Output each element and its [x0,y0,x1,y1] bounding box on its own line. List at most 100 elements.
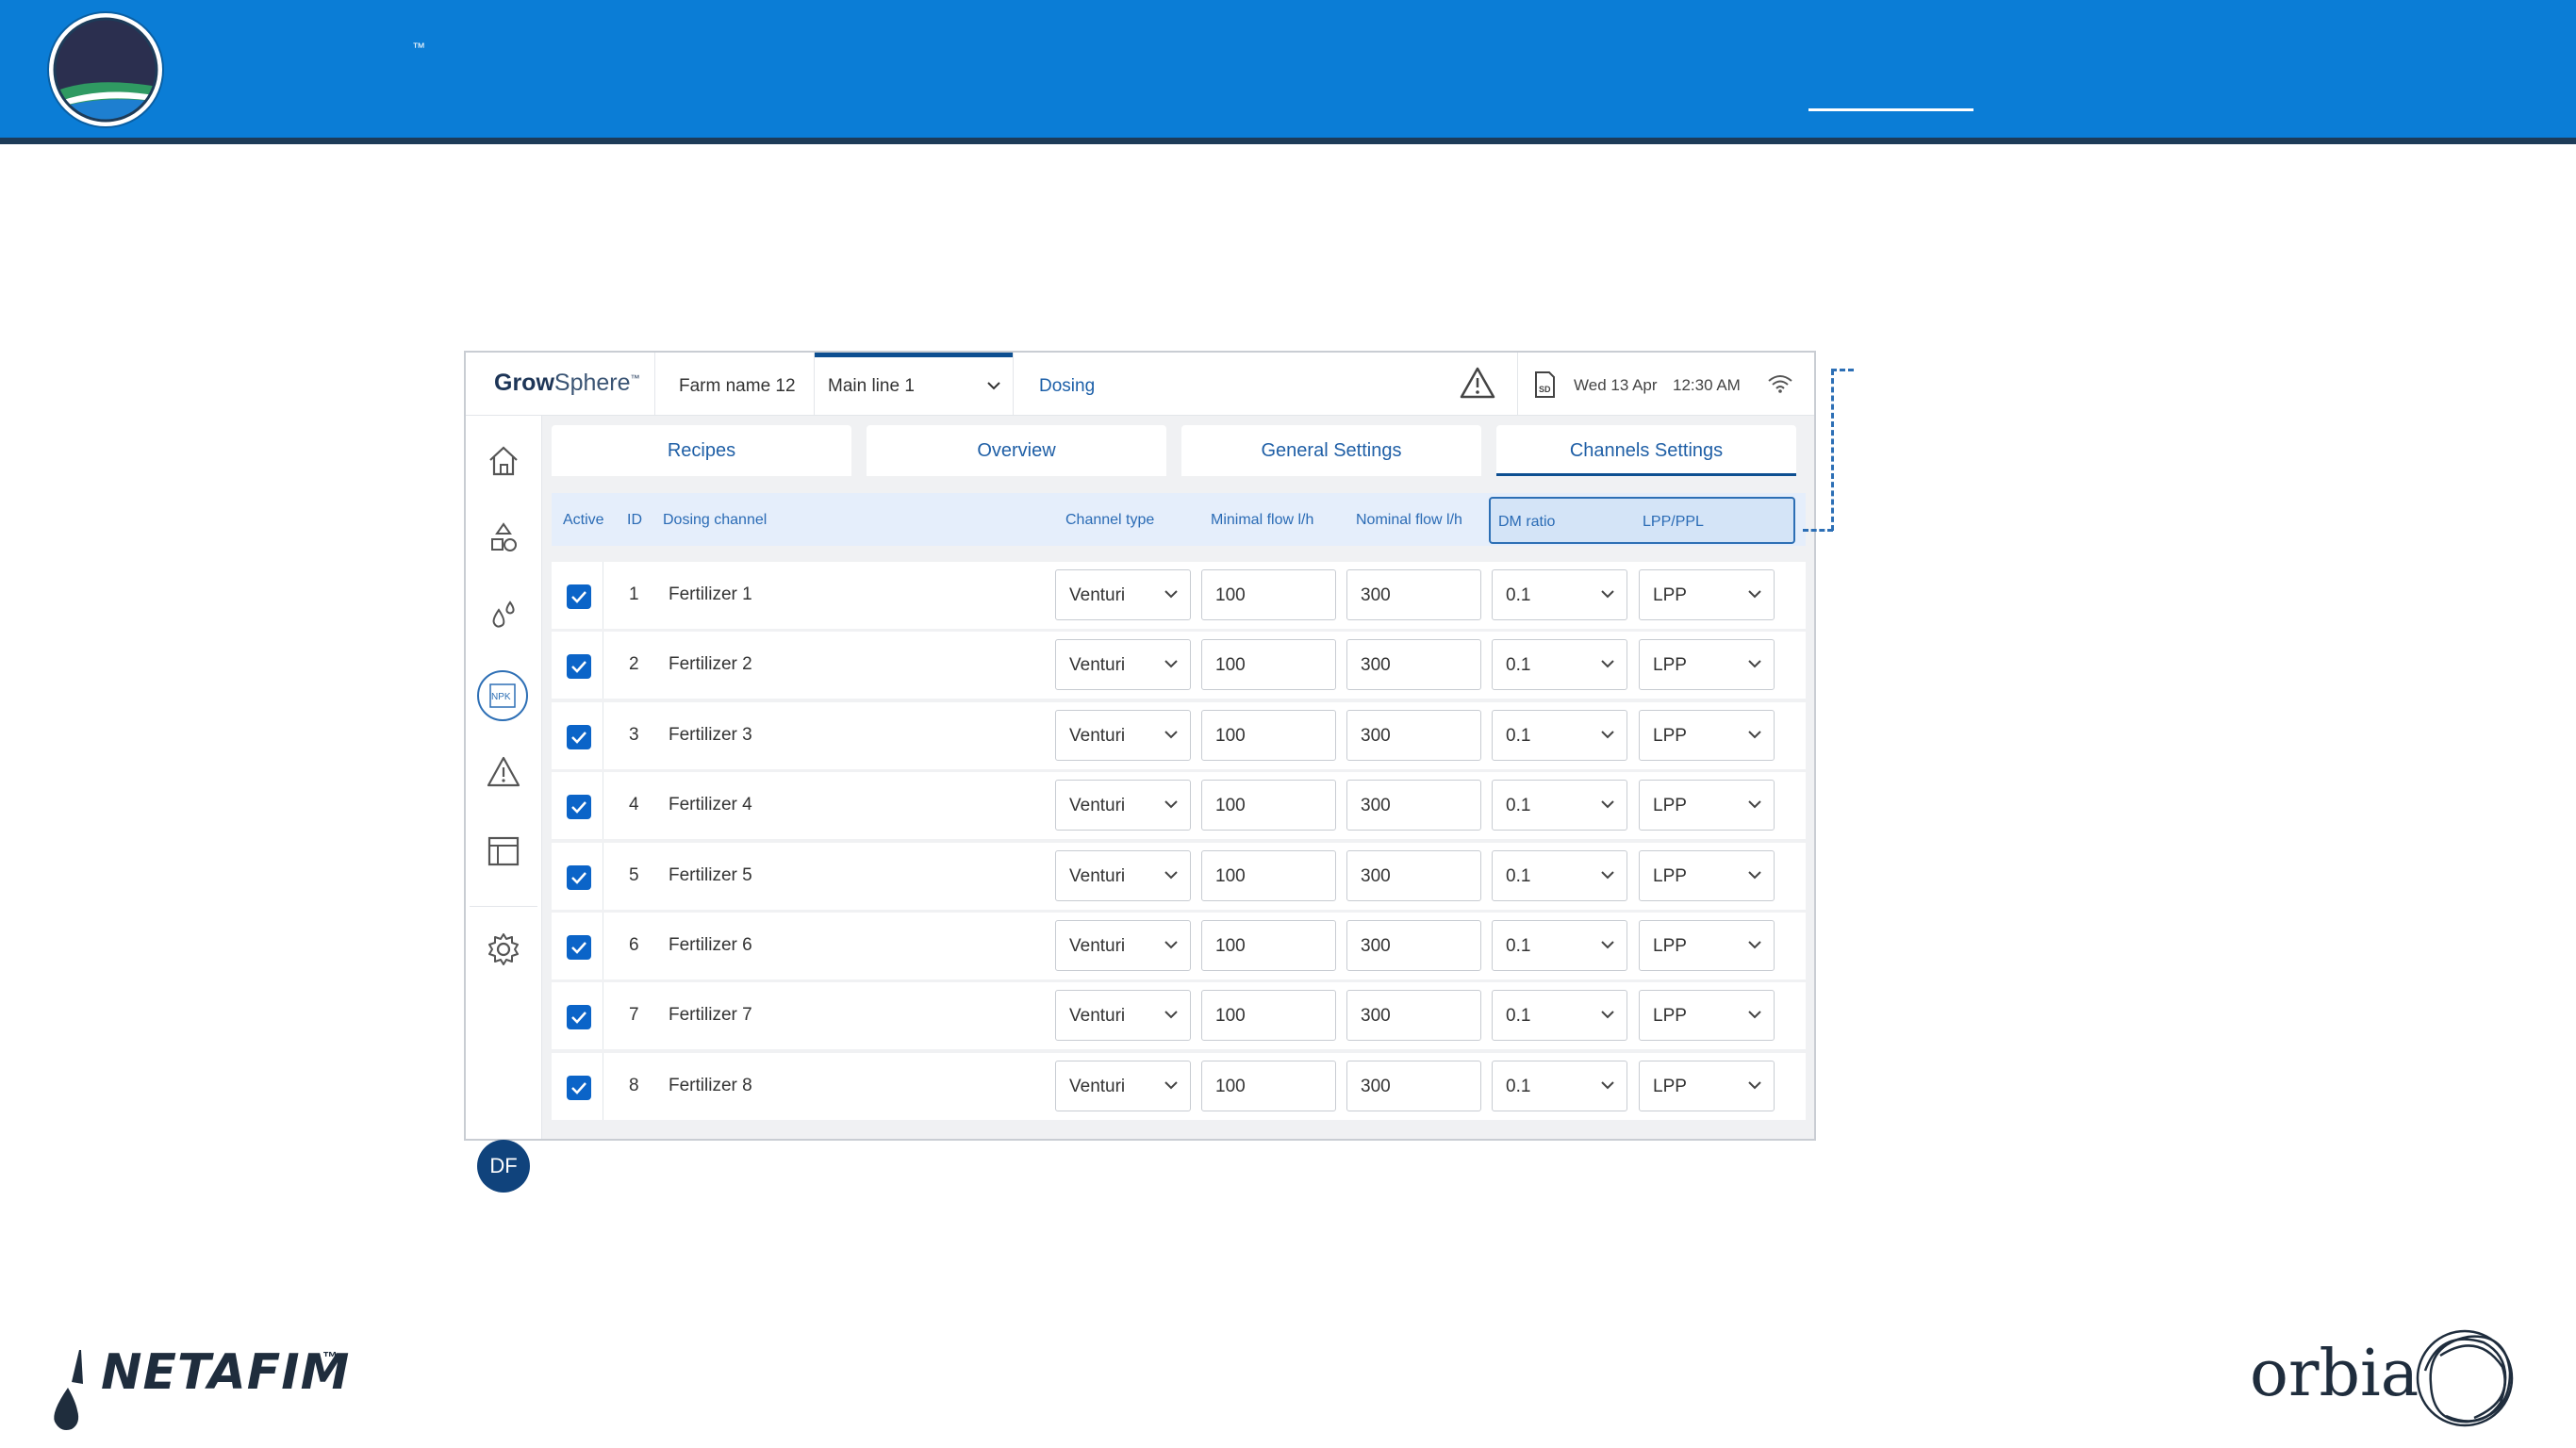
dm-ratio-select[interactable]: 0.1 [1492,850,1627,901]
table-row: 1 Fertilizer 1 Venturi 100 300 0.1 LPP [552,562,1806,629]
channel-type-value: Venturi [1069,1006,1126,1026]
minimal-flow-input[interactable]: 100 [1201,639,1336,690]
dm-ratio-select[interactable]: 0.1 [1492,569,1627,620]
alarm-warning-icon[interactable] [485,753,522,791]
lpp-ppl-select[interactable]: LPP [1639,1061,1775,1111]
channel-type-select[interactable]: Venturi [1055,569,1191,620]
active-checkbox[interactable] [567,725,591,749]
nominal-flow-input[interactable]: 300 [1346,639,1481,690]
drops-icon[interactable] [485,597,522,634]
home-icon[interactable] [485,442,522,480]
minimal-flow-value: 100 [1215,1077,1246,1096]
avatar[interactable]: DF [477,1140,530,1193]
dm-ratio-select[interactable]: 0.1 [1492,920,1627,971]
chevron-down-icon [1164,941,1178,949]
minimal-flow-value: 100 [1215,655,1246,675]
nominal-flow-value: 300 [1361,655,1391,675]
svg-text:NPK: NPK [491,692,511,702]
channel-type-select[interactable]: Venturi [1055,710,1191,761]
active-checkbox[interactable] [567,1076,591,1100]
chevron-down-icon [1748,1081,1761,1090]
channel-type-value: Venturi [1069,1077,1126,1096]
header-minimal-flow: Minimal flow l/h [1211,512,1314,528]
minimal-flow-input[interactable]: 100 [1201,990,1336,1041]
gear-icon[interactable] [485,930,522,968]
chevron-down-icon [1164,731,1178,739]
check-icon [571,661,586,673]
active-checkbox[interactable] [567,584,591,609]
tab-channels-settings[interactable]: Channels Settings [1496,425,1796,476]
nominal-flow-input[interactable]: 300 [1346,780,1481,831]
dm-ratio-select[interactable]: 0.1 [1492,710,1627,761]
minimal-flow-input[interactable]: 100 [1201,780,1336,831]
sidebar-divider [470,906,537,907]
channel-type-select[interactable]: Venturi [1055,639,1191,690]
lpp-ppl-select[interactable]: LPP [1639,990,1775,1041]
channel-type-select[interactable]: Venturi [1055,850,1191,901]
callout-line [1831,370,1834,531]
active-checkbox[interactable] [567,865,591,890]
table-icon[interactable] [485,832,522,870]
minimal-flow-input[interactable]: 100 [1201,920,1336,971]
active-checkbox[interactable] [567,1005,591,1029]
tab-general-settings[interactable]: General Settings [1181,425,1481,476]
tab-recipes[interactable]: Recipes [552,425,851,476]
npk-dosing-icon[interactable]: NPK [477,670,528,721]
nominal-flow-input[interactable]: 300 [1346,569,1481,620]
lpp-ppl-select[interactable]: LPP [1639,780,1775,831]
nominal-flow-input[interactable]: 300 [1346,990,1481,1041]
nominal-flow-input[interactable]: 300 [1346,1061,1481,1111]
nominal-flow-input[interactable]: 300 [1346,920,1481,971]
main-line-select[interactable]: Main line 1 [815,353,1013,415]
brand-light: Sphere [553,370,631,396]
channel-type-select[interactable]: Venturi [1055,780,1191,831]
chevron-down-icon [1164,1011,1178,1019]
active-checkbox[interactable] [567,935,591,960]
minimal-flow-value: 100 [1215,866,1246,886]
lpp-ppl-select[interactable]: LPP [1639,920,1775,971]
shapes-icon[interactable] [485,519,522,557]
tab-overview[interactable]: Overview [867,425,1166,476]
dm-ratio-select[interactable]: 0.1 [1492,639,1627,690]
header-lpp-ppl: LPP/PPL [1643,514,1704,530]
topbar-separator [814,353,815,415]
dm-ratio-value: 0.1 [1506,796,1531,815]
check-icon [571,801,586,814]
nominal-flow-input[interactable]: 300 [1346,710,1481,761]
dm-ratio-highlight: DM ratio LPP/PPL [1489,497,1795,544]
dm-ratio-select[interactable]: 0.1 [1492,1061,1627,1111]
chevron-down-icon [1601,660,1614,668]
chevron-down-icon [1164,1081,1178,1090]
warning-icon[interactable] [1460,366,1495,400]
channel-type-value: Venturi [1069,655,1126,675]
active-checkbox[interactable] [567,795,591,819]
lpp-ppl-select[interactable]: LPP [1639,569,1775,620]
minimal-flow-input[interactable]: 100 [1201,1061,1336,1111]
channel-type-value: Venturi [1069,936,1126,956]
channel-type-select[interactable]: Venturi [1055,990,1191,1041]
channel-type-select[interactable]: Venturi [1055,920,1191,971]
lpp-ppl-select[interactable]: LPP [1639,850,1775,901]
dm-ratio-value: 0.1 [1506,866,1531,886]
minimal-flow-input[interactable]: 100 [1201,569,1336,620]
active-cell [552,772,603,839]
dm-ratio-select[interactable]: 0.1 [1492,990,1627,1041]
lpp-ppl-select[interactable]: LPP [1639,710,1775,761]
table-row: 4 Fertilizer 4 Venturi 100 300 0.1 LPP [552,772,1806,839]
minimal-flow-input[interactable]: 100 [1201,710,1336,761]
nominal-flow-input[interactable]: 300 [1346,850,1481,901]
minimal-flow-input[interactable]: 100 [1201,850,1336,901]
chevron-down-icon [1748,941,1761,949]
active-checkbox[interactable] [567,654,591,679]
lpp-ppl-select[interactable]: LPP [1639,639,1775,690]
chevron-down-icon [1601,1011,1614,1019]
dm-ratio-select[interactable]: 0.1 [1492,780,1627,831]
table-row: 5 Fertilizer 5 Venturi 100 300 0.1 LPP [552,843,1806,910]
table-row: 2 Fertilizer 2 Venturi 100 300 0.1 LPP [552,632,1806,699]
table-row: 3 Fertilizer 3 Venturi 100 300 0.1 LPP [552,702,1806,769]
channel-type-select[interactable]: Venturi [1055,1061,1191,1111]
header-active: Active [563,512,604,528]
section-dosing[interactable]: Dosing [1039,376,1096,396]
farm-name[interactable]: Farm name 12 [679,376,796,396]
table-row: 8 Fertilizer 8 Venturi 100 300 0.1 LPP [552,1053,1806,1120]
